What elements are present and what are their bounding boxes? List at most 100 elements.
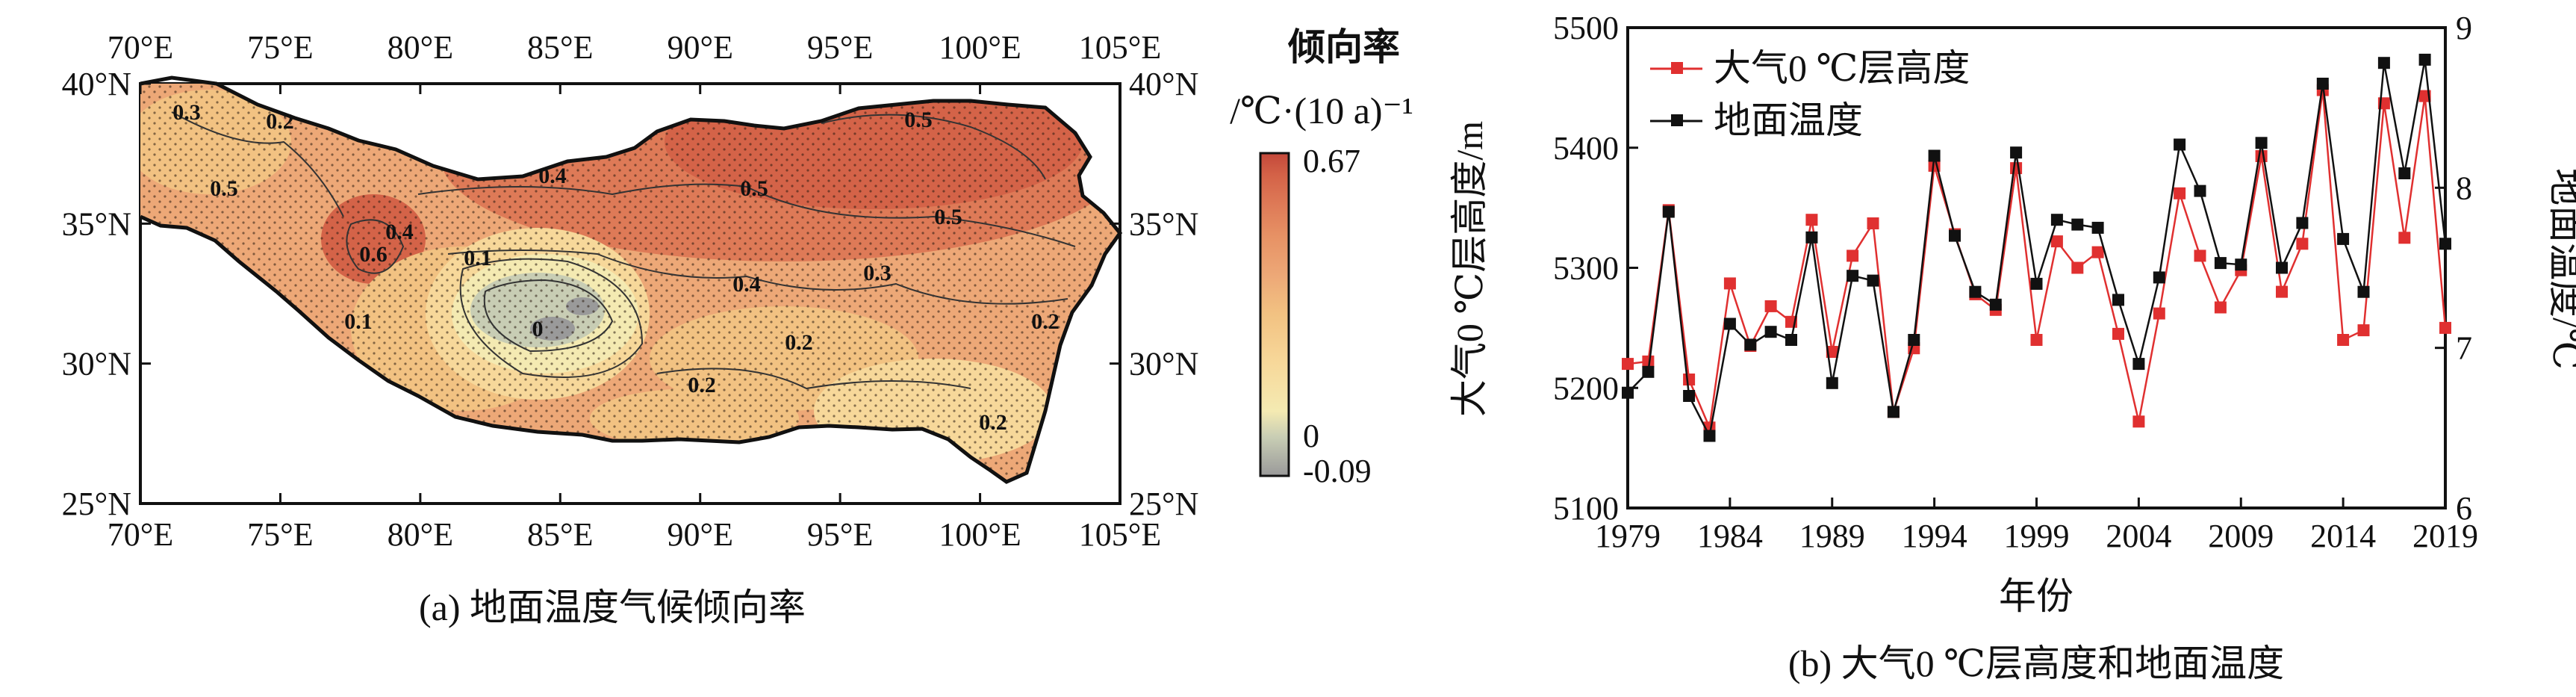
point-temp [1969,285,1982,298]
legend: 大气0 ℃层高度 地面温度 [1650,47,1970,141]
map-x-tick-label-top: 100°E [939,29,1021,66]
point-temp [2377,57,2390,69]
plateau-outline [139,75,1123,484]
contour-label: 0 [532,317,544,341]
map-x-tick-label-top: 90°E [667,29,732,66]
y-tick-label-left: 5200 [1553,370,1619,406]
point-height [2357,324,2370,337]
x-tick-label: 1979 [1595,518,1661,554]
point-height [1826,346,1838,358]
point-temp [2194,185,2206,197]
point-height [2030,334,2043,346]
point-height [1805,214,1818,226]
colorbar-max-label: 0.67 [1303,143,1360,179]
point-height [2050,235,2063,248]
legend-label-height: 大气0 ℃层高度 [1714,47,1970,89]
point-temp [2050,214,2063,226]
trend-map-panel: 0.3 0.20.50.40.50.50.50.60.40.10.4 0.30.1 0… [62,26,1413,628]
x-axis-label: 年份 [1999,575,2073,617]
point-temp [1805,231,1818,244]
point-temp [2112,294,2124,306]
map-x-tick-label-bottom: 80°E [388,516,453,553]
point-height [2214,301,2227,314]
map-x-tick-label-bottom: 95°E [807,516,873,553]
contour-label: 0.5 [740,176,768,201]
x-tick-label: 2019 [2412,518,2478,554]
point-height [2112,327,2124,340]
point-temp [2132,358,2145,371]
point-height [2276,285,2288,298]
map-y-tick-label-right: 40°N [1129,66,1198,102]
map-x-tick-label-bottom: 100°E [939,516,1021,553]
point-height [2091,246,2104,258]
point-temp [2296,217,2309,229]
contour-label: 0.4 [732,272,761,297]
point-temp [2276,261,2288,274]
point-temp [2214,257,2227,270]
contour-label: 0.6 [359,242,388,267]
point-temp [1642,365,1655,378]
point-height [2337,334,2350,346]
point-temp [2316,78,2329,90]
y-tick-label-left: 5300 [1553,250,1619,287]
x-tick-label: 2009 [2208,518,2274,554]
colorbar-zero-label: 0 [1303,418,1319,454]
point-temp [2337,232,2350,245]
legend-marker-temp [1671,114,1683,126]
point-height [2174,187,2186,199]
x-tick-label: 1994 [1902,518,1967,554]
map-y-tick-label-left: 30°N [62,346,131,382]
map-y-tick-label-left: 25°N [62,486,131,522]
point-temp [2010,146,2023,159]
y-tick-label-left: 5500 [1553,10,1619,46]
legend-label-temp: 地面温度 [1714,99,1863,141]
contour-label: 0.4 [385,220,414,244]
point-temp [2174,138,2186,151]
point-height [1764,300,1777,312]
colorbar: 倾向率 /℃·(10 a)⁻¹ 0.67 0 -0.09 [1230,26,1413,489]
x-tick-label: 1984 [1697,518,1763,554]
map-y-tick-label-left: 40°N [62,66,131,102]
contour-labels: 0.3 0.20.50.40.50.50.50.60.40.10.4 0.30.1 0… [172,100,1060,435]
x-tick-label: 2004 [2106,518,2171,554]
map-x-tick-label-bottom: 105°E [1079,516,1161,553]
point-temp [1949,229,1961,242]
point-temp [1867,274,1879,287]
map-x-tick-label-top: 70°E [108,29,173,66]
contour-label: 0.5 [210,176,238,201]
colorbar-title: 倾向率 [1287,26,1400,68]
point-height [1847,250,1859,262]
point-temp [1723,317,1736,330]
map-y-tick-label-left: 35°N [62,205,131,242]
point-height [2010,162,2023,175]
legend-marker-height [1671,62,1683,74]
contour-label: 0.3 [863,261,892,285]
x-tick-label: 2014 [2310,518,2376,554]
point-height [1622,358,1634,371]
y-tick-label-right: 6 [2456,490,2472,527]
point-temp [2398,167,2411,179]
chart-axes: 1979 1984 1989 1994 1999 2004 2009 2014 2019 5100… [1553,10,2478,554]
point-height [2255,150,2268,162]
colorbar-ramp [1259,152,1290,477]
contour-label: 0.1 [464,246,492,270]
point-temp [1662,205,1675,218]
point-temp [2030,277,2043,290]
y-tick-label-right: 7 [2456,330,2472,367]
panel-a-caption: (a) 地面温度气候倾向率 [419,586,806,628]
map-x-tick-label-top: 95°E [807,29,873,66]
point-temp [1764,326,1777,338]
point-temp [1887,406,1900,418]
point-temp [2235,258,2247,271]
point-temp [1847,270,1859,282]
map-y-tick-label-right: 35°N [1129,205,1198,242]
point-temp [2071,218,2084,231]
point-temp [2153,271,2165,284]
map-x-tick-label-top: 85°E [527,29,593,66]
point-temp [2091,221,2104,234]
contour-label: 0.3 [172,100,201,125]
x-tick-label: 1999 [2004,518,2070,554]
point-temp [2357,285,2370,298]
point-temp [2255,137,2268,149]
point-height [2296,238,2309,250]
